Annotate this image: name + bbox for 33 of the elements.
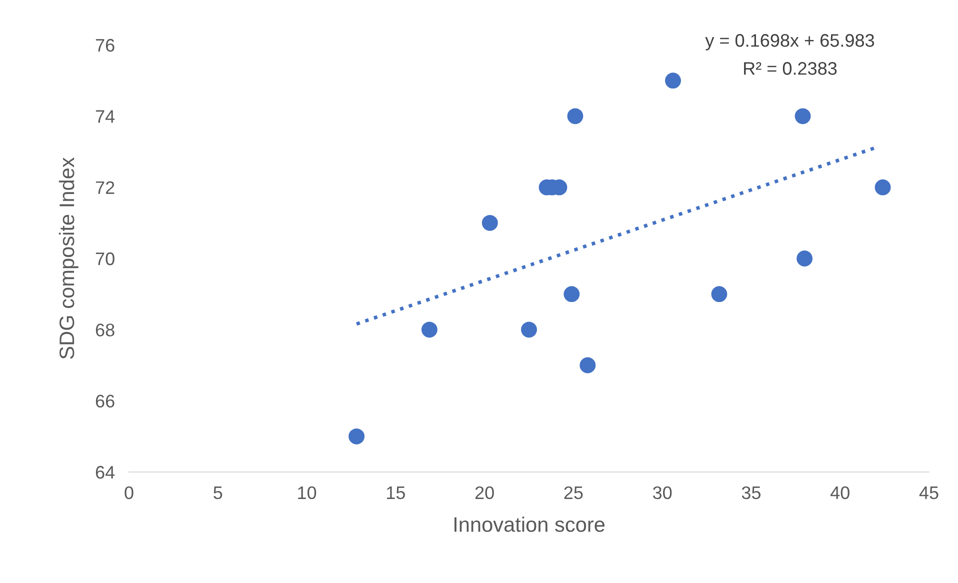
x-tick-label: 10 (298, 486, 316, 500)
point (567, 108, 584, 124)
point (796, 250, 813, 266)
point (521, 322, 537, 338)
y-tick-label: 68 (96, 324, 114, 336)
point (348, 428, 365, 444)
x-tick-label: 5 (214, 486, 222, 500)
x-tick-label: 25 (564, 486, 583, 500)
x-tick-label: 40 (830, 486, 850, 500)
point (711, 286, 728, 302)
point (482, 214, 498, 231)
x-tick-label: 20 (475, 486, 494, 500)
y-tick-label: 70 (96, 252, 114, 266)
point (794, 108, 811, 124)
y-tick-label: 66 (96, 394, 114, 408)
x-axis-title: Innovation score (454, 516, 605, 532)
y-tick-label: 72 (96, 181, 114, 194)
point (421, 322, 438, 338)
point (665, 72, 681, 89)
x-tick-label: 45 (919, 486, 938, 500)
y-axis-title: SDG composite Index (58, 157, 78, 359)
x-tick-label: 30 (652, 486, 672, 500)
x-tick-label: 15 (387, 486, 405, 500)
y-tick-label: 74 (96, 110, 115, 123)
point (874, 179, 891, 196)
annotation: R² = 0.2383 (744, 62, 837, 75)
annotation: y = 0.1698x + 65.983 (705, 34, 874, 50)
y-tick-label: 76 (96, 38, 114, 52)
y-tick-label: 64 (96, 466, 115, 479)
point (580, 357, 596, 374)
x-tick-label: 35 (742, 486, 761, 500)
x-tick-label: 0 (124, 486, 134, 500)
point (564, 286, 580, 302)
